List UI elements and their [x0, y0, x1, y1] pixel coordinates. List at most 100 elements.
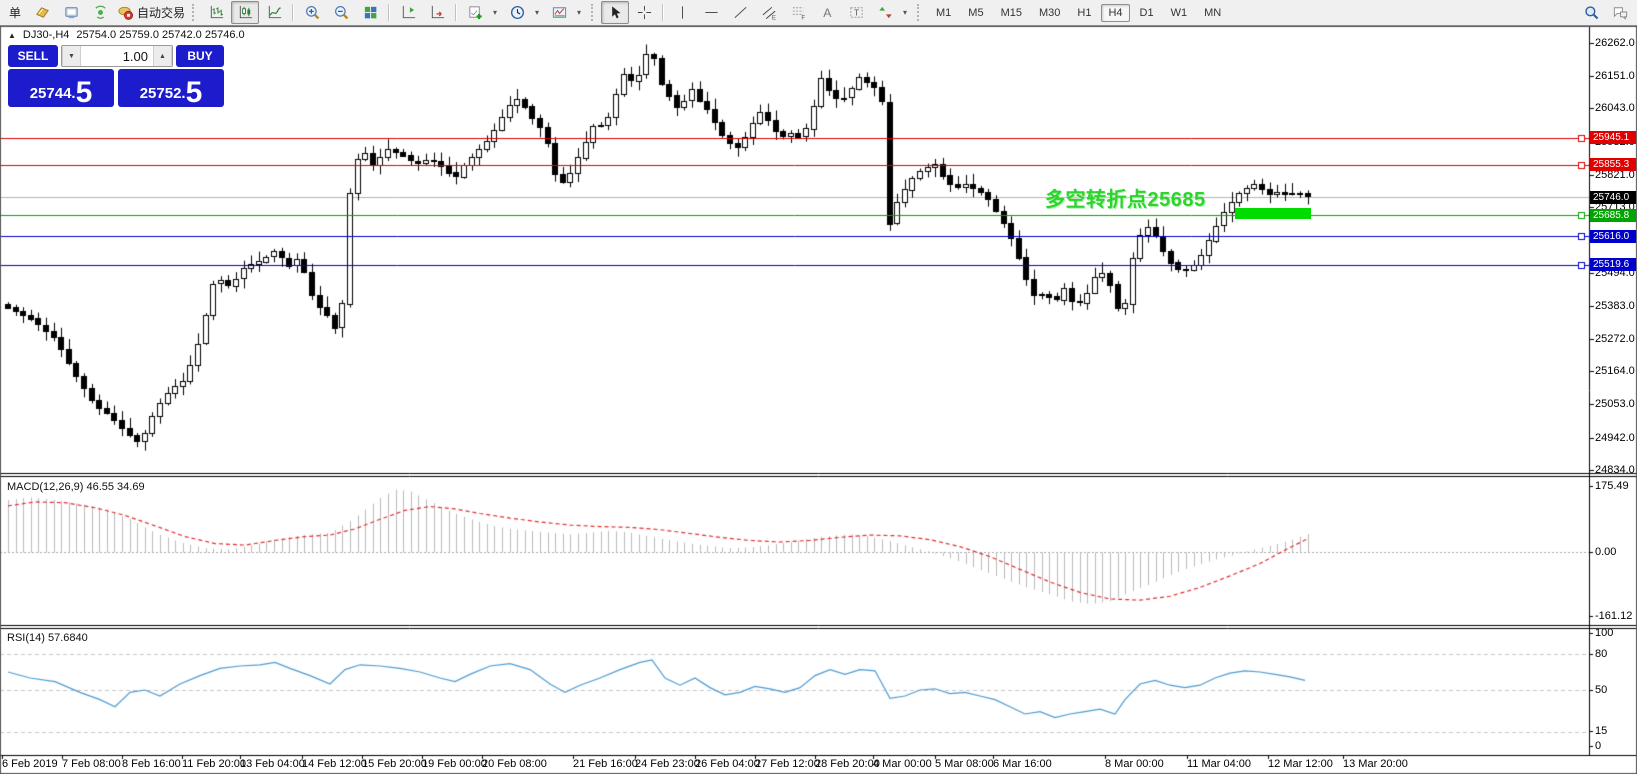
crosshair-button[interactable] [630, 1, 658, 24]
signals-button[interactable] [86, 1, 114, 24]
timeframe-h4-button[interactable]: H4 [1101, 3, 1130, 22]
buy-price-button[interactable]: 25752. 5 [118, 69, 224, 107]
text-label-button[interactable]: T [842, 1, 870, 24]
sell-price-pips: 5 [75, 75, 93, 109]
timeframe-mn-button[interactable]: MN [1204, 6, 1222, 19]
bar-chart-button[interactable] [202, 1, 230, 24]
volume-input[interactable] [81, 46, 153, 66]
pivot-annotation-text[interactable]: 多空转折点25685 [1045, 189, 1206, 211]
volume-decrease-button[interactable]: ▼ [62, 46, 81, 66]
svg-text:A: A [823, 6, 832, 20]
sell-button[interactable]: SELL [8, 45, 58, 67]
search-button[interactable] [1577, 1, 1605, 24]
zoom-out-icon [334, 6, 348, 20]
cursor-button[interactable] [601, 1, 630, 24]
price-chart-canvas[interactable] [0, 26, 1637, 774]
trendline-icon [734, 6, 747, 19]
volume-spinner: ▼ ▲ [61, 45, 173, 67]
timeframe-m15-button[interactable]: M15 [1000, 6, 1022, 19]
toolbar-separator [662, 4, 665, 21]
horizontal-line-button[interactable] [697, 1, 725, 24]
autotrading-label: 自动交易 [137, 6, 186, 20]
autotrading-icon [118, 6, 134, 20]
new-chart-dropdown[interactable]: ▾ [493, 8, 498, 17]
buy-button[interactable]: BUY [176, 45, 224, 67]
clock-icon [510, 5, 524, 20]
vertical-line-button[interactable] [668, 1, 696, 24]
new-chart-icon [468, 6, 482, 20]
zoom-in-button[interactable] [298, 1, 326, 24]
zoom-out-button[interactable] [327, 1, 355, 24]
timeframes-group: M1 M5 M15 M30 H1 H4 D1 W1 MN [929, 3, 1228, 22]
new-order-label: 单 [8, 6, 21, 20]
sell-price-button[interactable]: 25744. 5 [8, 69, 114, 107]
macd-indicator-label: MACD(12,26,9) 46.55 34.69 [7, 481, 145, 493]
new-chart-button[interactable] [461, 1, 489, 24]
line-chart-button[interactable] [260, 1, 288, 24]
toolbar-separator [292, 4, 295, 21]
horizontal-line-icon [704, 12, 718, 13]
signals-icon [94, 5, 106, 19]
main-toolbar: 单 自动交易 ▾ ▾ [0, 0, 1637, 26]
timeframe-m5-button[interactable]: M5 [968, 6, 984, 19]
chart-shift-icon [402, 5, 415, 19]
bar-chart-icon [210, 5, 223, 19]
pivot-highlight-bar[interactable] [1235, 208, 1311, 219]
buy-price-pips: 5 [185, 75, 203, 109]
order-book-button[interactable] [28, 1, 56, 24]
timeframe-d1-button[interactable]: D1 [1139, 6, 1154, 19]
text-button[interactable]: A [813, 1, 841, 24]
chart-window-icon [64, 7, 78, 19]
new-order-button[interactable]: 单 [3, 1, 27, 24]
cursor-icon [611, 6, 621, 19]
periods-button[interactable] [503, 1, 531, 24]
chat-icon [1613, 7, 1627, 20]
fibonacci-icon: F [792, 7, 805, 21]
vertical-line-icon [681, 6, 683, 19]
tile-windows-button[interactable] [356, 1, 384, 24]
collapse-panel-icon[interactable]: ▲ [8, 30, 16, 40]
arrows-icon [878, 6, 892, 19]
periods-dropdown[interactable]: ▾ [535, 8, 540, 17]
sell-price-main: 25744 [29, 85, 72, 102]
chart-shift-button[interactable] [394, 1, 422, 24]
templates-dropdown[interactable]: ▾ [577, 8, 582, 17]
svg-text:F: F [801, 15, 805, 21]
timeframe-h1-button[interactable]: H1 [1077, 6, 1092, 19]
crosshair-icon [637, 5, 651, 20]
chart-ohlc-values: 25754.0 25759.0 25742.0 25746.0 [76, 29, 245, 41]
timeframe-w1-button[interactable]: W1 [1170, 6, 1188, 19]
template-icon [552, 7, 566, 18]
toolbar-grip [192, 4, 197, 21]
book-icon [35, 7, 49, 18]
search-icon [1584, 6, 1598, 20]
auto-scroll-button[interactable] [423, 1, 451, 24]
one-click-trading-panel: SELL ▼ ▲ BUY 25744.5 25752.5 [8, 45, 224, 107]
autotrading-button[interactable]: 自动交易 [115, 1, 187, 24]
toolbar-separator [455, 4, 458, 21]
chat-button[interactable] [1606, 1, 1634, 24]
arrows-dropdown[interactable]: ▾ [903, 8, 908, 17]
label-icon: T [849, 7, 863, 18]
text-icon: A [823, 6, 832, 20]
timeframe-m30-button[interactable]: M30 [1038, 6, 1061, 19]
chart-workspace: ▲ DJ30-,H4 25754.0 25759.0 25742.0 25746… [0, 26, 1637, 774]
zoom-in-icon [305, 6, 319, 20]
chart-symbol-timeframe: DJ30-,H4 [22, 29, 70, 41]
equidistant-channel-button[interactable]: E [755, 1, 783, 24]
toolbar-separator [388, 4, 391, 21]
equidistant-channel-icon: E [762, 6, 775, 21]
arrows-button[interactable] [871, 1, 899, 24]
templates-button[interactable] [545, 1, 573, 24]
svg-text:T: T [853, 7, 858, 17]
tile-windows-icon [364, 6, 376, 19]
volume-increase-button[interactable]: ▲ [153, 46, 172, 66]
timeframe-m1-button[interactable]: M1 [936, 6, 952, 19]
auto-scroll-icon [431, 5, 444, 19]
candlestick-chart-button[interactable] [231, 1, 260, 24]
chart-title: ▲ DJ30-,H4 25754.0 25759.0 25742.0 25746… [8, 29, 245, 41]
market-watch-button[interactable] [57, 1, 85, 24]
fibonacci-button[interactable]: F [784, 1, 812, 24]
trendline-button[interactable] [726, 1, 754, 24]
candlestick-chart-icon [239, 5, 252, 19]
